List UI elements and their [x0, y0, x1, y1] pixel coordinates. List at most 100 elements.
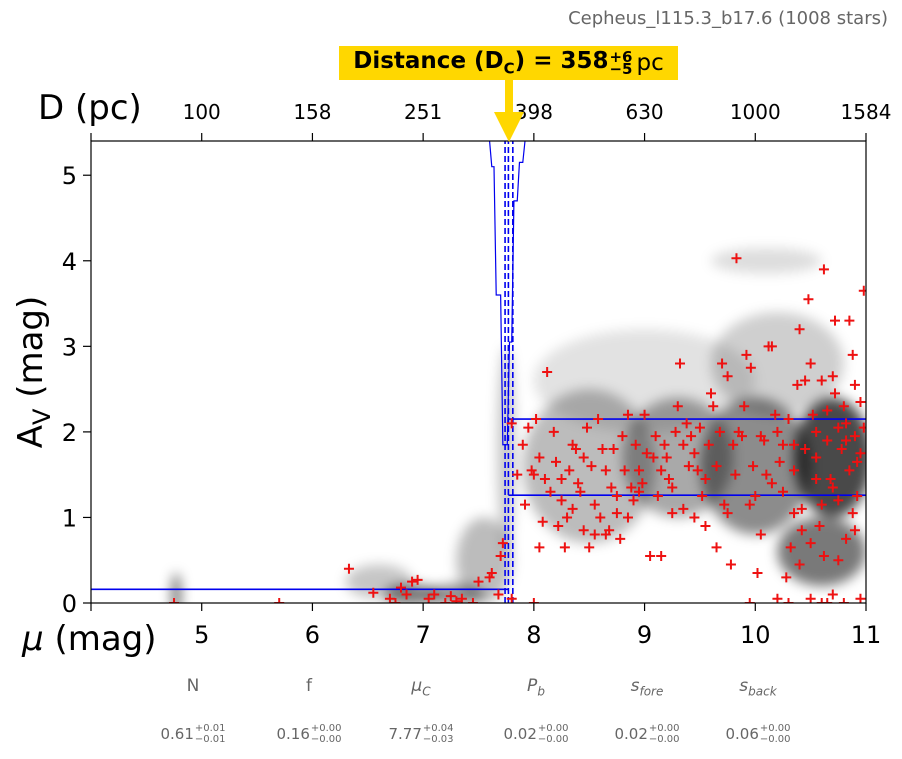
star-marker — [816, 375, 827, 386]
star-marker — [689, 512, 700, 523]
star-marker — [849, 379, 860, 390]
star-marker — [827, 589, 838, 600]
star-marker — [816, 598, 827, 603]
star-marker — [575, 486, 586, 497]
star-marker — [731, 253, 742, 264]
star-marker — [700, 521, 711, 531]
star-marker — [770, 409, 781, 420]
star-marker — [429, 589, 440, 600]
star-marker — [423, 593, 434, 603]
star-marker — [686, 431, 697, 442]
star-marker — [497, 538, 508, 549]
star-marker — [661, 452, 672, 463]
x-tick-label: 11 — [851, 621, 882, 649]
top-tick-label: 630 — [625, 100, 663, 124]
parameter-value: 0.16 +0.00 −0.00 — [276, 723, 342, 745]
star-marker — [593, 414, 604, 425]
star-marker — [445, 591, 456, 602]
star-marker — [794, 324, 805, 335]
star-marker — [562, 512, 573, 523]
x-tick-label: 8 — [526, 621, 541, 649]
star-marker — [805, 358, 816, 369]
star-marker — [645, 550, 656, 561]
star-marker — [855, 396, 866, 407]
top-axis-label: D (pc) — [38, 88, 142, 128]
figure-title: Cepheus_l115.3_b17.6 (1008 stars) — [568, 8, 888, 29]
star-marker — [343, 563, 354, 574]
star-marker — [714, 426, 725, 437]
star-marker — [622, 512, 633, 523]
star-marker — [766, 478, 777, 489]
star-marker — [748, 461, 759, 472]
star-marker — [634, 465, 645, 476]
parameter-value: 0.06 +0.00 −0.00 — [725, 723, 791, 745]
x-tick-label: 7 — [416, 621, 431, 649]
star-marker — [656, 465, 667, 476]
star-marker — [811, 452, 822, 463]
star-marker — [537, 516, 548, 527]
star-marker — [730, 469, 741, 480]
star-marker — [641, 448, 652, 459]
star-marker — [844, 315, 855, 326]
star-marker — [611, 491, 622, 502]
star-marker — [548, 426, 559, 437]
star-marker — [663, 473, 674, 484]
star-marker — [473, 576, 484, 587]
star-marker — [789, 439, 800, 450]
star-marker — [722, 508, 733, 519]
x-tick-label: 6 — [305, 621, 320, 649]
star-marker — [672, 401, 683, 412]
y-axis-label: AV (mag) — [11, 296, 56, 449]
star-marker — [858, 422, 866, 433]
star-marker — [559, 542, 570, 553]
star-marker — [667, 508, 678, 519]
star-marker — [783, 414, 794, 425]
star-marker — [412, 574, 423, 585]
star-marker — [597, 444, 608, 454]
x-tick-label: 10 — [740, 621, 771, 649]
star-marker — [600, 465, 611, 476]
star-marker — [807, 409, 818, 420]
star-marker — [630, 439, 641, 450]
star-marker — [556, 473, 567, 484]
star-marker — [719, 499, 730, 510]
star-marker — [578, 525, 589, 536]
star-marker — [675, 358, 685, 369]
star-marker — [553, 521, 564, 531]
star-marker — [803, 294, 814, 305]
parameter-name: μC — [411, 676, 431, 699]
star-marker — [639, 409, 650, 420]
star-marker — [626, 482, 637, 493]
y-tick-label: 1 — [62, 504, 77, 532]
star-marker — [794, 559, 805, 570]
star-marker — [456, 593, 467, 603]
star-marker — [836, 444, 847, 454]
star-marker — [841, 435, 852, 446]
star-marker — [825, 473, 836, 484]
star-marker — [841, 418, 852, 429]
density-blob — [171, 573, 181, 603]
star-marker — [582, 422, 592, 433]
star-marker — [650, 431, 661, 442]
parameter-name: sback — [739, 676, 777, 699]
star-marker — [711, 461, 722, 472]
parameter-value: 7.77 +0.04 −0.03 — [388, 723, 454, 745]
star-marker — [796, 525, 807, 536]
star-marker — [827, 371, 838, 382]
star-marker — [534, 542, 545, 553]
star-marker — [700, 473, 711, 484]
star-marker — [390, 598, 401, 603]
star-marker — [844, 465, 855, 476]
parameter-value: 0.02 +0.00 −0.00 — [614, 723, 680, 745]
model-lines — [91, 141, 866, 603]
callout-err-plus: +6 — [609, 48, 633, 66]
star-marker — [506, 418, 517, 429]
parameter-value: 0.02 +0.00 −0.00 — [503, 723, 569, 745]
star-marker — [822, 435, 833, 446]
star-marker — [777, 486, 788, 497]
star-markers — [169, 253, 866, 603]
star-marker — [512, 469, 523, 480]
star-marker — [683, 461, 694, 472]
star-marker — [789, 465, 800, 476]
star-marker — [838, 401, 849, 412]
